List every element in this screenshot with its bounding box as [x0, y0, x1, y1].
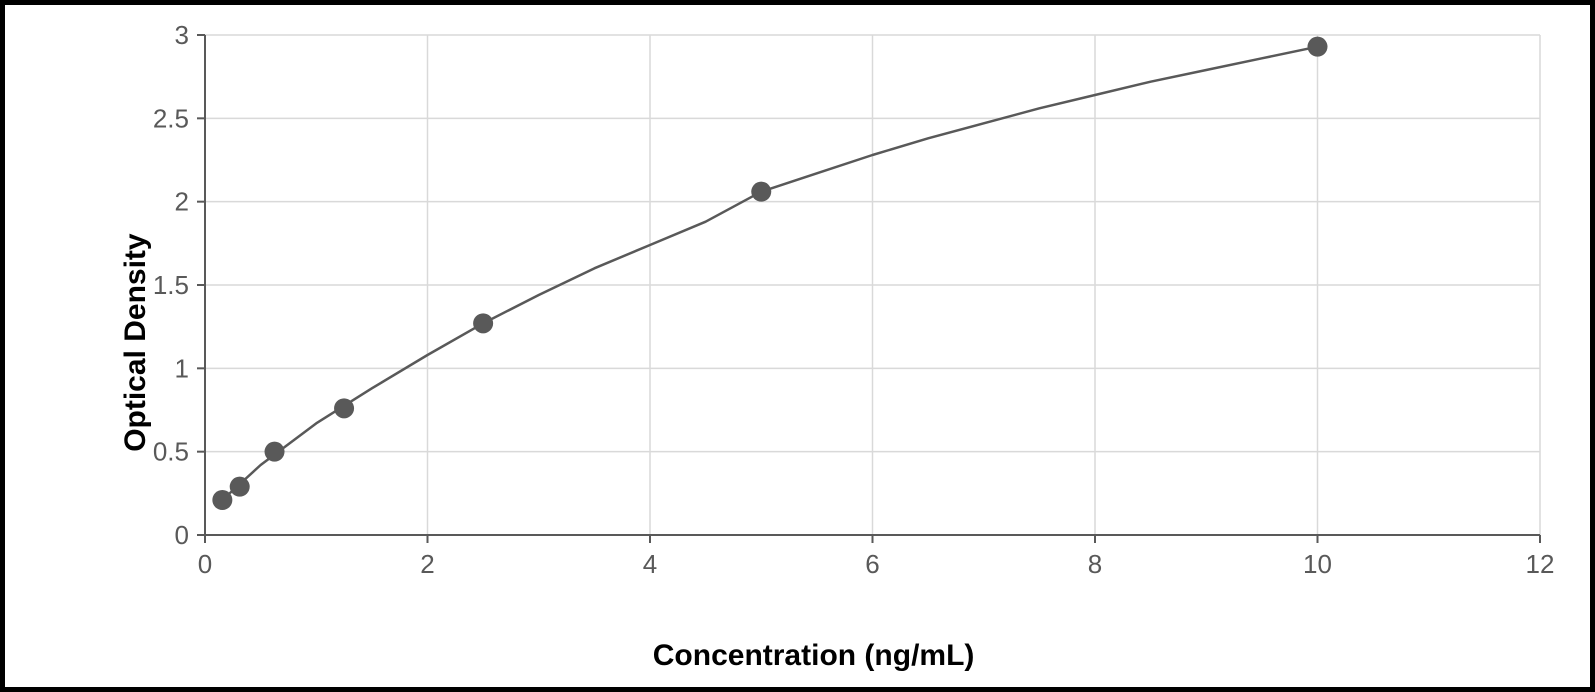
data-point — [751, 182, 771, 202]
data-point — [473, 313, 493, 333]
svg-text:2: 2 — [175, 187, 189, 217]
data-point — [212, 490, 232, 510]
svg-text:3: 3 — [175, 20, 189, 50]
svg-text:0: 0 — [198, 549, 212, 579]
data-point — [334, 398, 354, 418]
chart-svg: 0 2 4 6 8 10 12 0 0.5 1 1.5 2 2.5 3 — [5, 5, 1590, 687]
svg-text:0.5: 0.5 — [153, 437, 189, 467]
x-axis-label: Concentration (ng/mL) — [653, 639, 975, 673]
chart-frame: 0 2 4 6 8 10 12 0 0.5 1 1.5 2 2.5 3 Optical Density C… — [0, 0, 1595, 692]
svg-text:0: 0 — [175, 520, 189, 550]
svg-text:6: 6 — [865, 549, 879, 579]
svg-text:4: 4 — [643, 549, 657, 579]
svg-text:1.5: 1.5 — [153, 270, 189, 300]
svg-text:1: 1 — [175, 353, 189, 383]
svg-text:10: 10 — [1303, 549, 1332, 579]
svg-text:12: 12 — [1526, 549, 1555, 579]
data-point — [265, 442, 285, 462]
data-point — [1308, 37, 1328, 57]
svg-text:8: 8 — [1088, 549, 1102, 579]
y-axis-label: Optical Density — [119, 233, 153, 451]
svg-text:2: 2 — [420, 549, 434, 579]
svg-text:2.5: 2.5 — [153, 103, 189, 133]
data-point — [230, 477, 250, 497]
